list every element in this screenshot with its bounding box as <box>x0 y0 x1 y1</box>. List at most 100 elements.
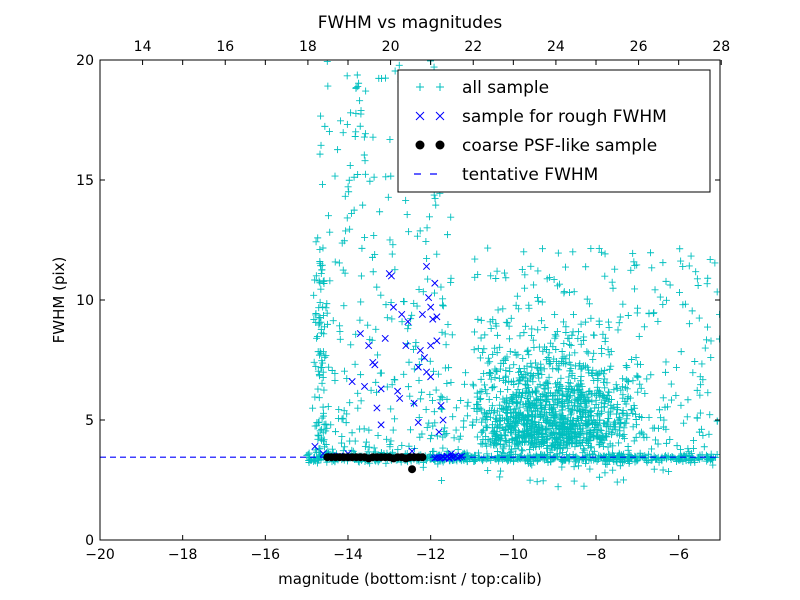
all-sample-point <box>559 418 567 426</box>
all-sample-point <box>587 444 595 452</box>
all-sample-point <box>523 423 531 431</box>
all-sample-point <box>645 450 653 458</box>
all-sample-point <box>325 128 333 136</box>
rough-fwhm-point <box>427 373 435 381</box>
all-sample-point <box>623 363 631 371</box>
all-sample-point <box>478 387 486 395</box>
all-sample-point <box>319 348 327 356</box>
rough-fwhm-point <box>433 313 441 321</box>
all-sample-point <box>479 414 487 422</box>
all-sample-point <box>575 402 583 410</box>
all-sample-point <box>340 367 348 375</box>
all-sample-point <box>376 208 384 216</box>
all-sample-point <box>566 383 574 391</box>
all-sample-point <box>438 328 446 336</box>
all-sample-point <box>373 283 381 291</box>
all-sample-point <box>338 415 346 423</box>
all-sample-point <box>558 391 566 399</box>
all-sample-point <box>343 410 351 418</box>
all-sample-point <box>354 171 362 179</box>
all-sample-point <box>464 398 472 406</box>
all-sample-point <box>683 413 691 421</box>
all-sample-point <box>572 433 580 441</box>
rough-fwhm-point <box>420 354 429 362</box>
all-sample-point <box>636 449 644 457</box>
all-sample-point <box>697 381 705 389</box>
all-sample-point <box>532 397 540 405</box>
all-sample-point <box>694 282 702 290</box>
all-sample-point <box>690 455 698 463</box>
all-sample-point <box>659 394 667 402</box>
all-sample-point <box>543 444 551 452</box>
all-sample-point <box>583 430 591 438</box>
all-sample-point <box>701 344 709 352</box>
all-sample-point <box>463 457 471 465</box>
all-sample-point <box>545 360 553 368</box>
all-sample-point <box>574 335 582 343</box>
all-sample-point <box>629 377 637 385</box>
all-sample-point <box>356 316 364 324</box>
all-sample-point <box>388 315 396 323</box>
all-sample-point <box>507 394 515 402</box>
all-sample-point <box>346 161 354 169</box>
all-sample-point <box>315 394 323 402</box>
all-sample-point <box>447 213 455 221</box>
all-sample-point <box>311 393 319 401</box>
all-sample-point <box>662 425 670 433</box>
x-axis-bottom: −20 −18 −16 −14 −12 −10 −8 −6 <box>85 60 689 563</box>
all-sample-point <box>340 302 348 310</box>
rough-fwhm-point <box>356 330 364 338</box>
all-sample-point <box>613 384 621 392</box>
all-sample-point <box>486 358 494 366</box>
all-sample-point <box>501 269 509 277</box>
all-sample-point <box>590 331 598 339</box>
all-sample-point <box>462 369 470 377</box>
all-sample-point <box>323 60 331 65</box>
all-sample-point <box>412 339 420 347</box>
all-sample-point <box>672 391 680 399</box>
all-sample-point <box>318 436 326 444</box>
all-sample-point <box>600 419 608 427</box>
all-sample-point <box>655 424 663 432</box>
rough-fwhm-point <box>431 279 439 287</box>
all-sample-point <box>564 334 572 342</box>
all-sample-point <box>322 420 330 428</box>
all-sample-point <box>579 449 587 457</box>
all-sample-point <box>533 478 541 486</box>
all-sample-point <box>659 259 667 267</box>
psf-like-point <box>408 465 417 474</box>
all-sample-point <box>560 318 568 326</box>
all-sample-point <box>514 416 522 424</box>
all-sample-point <box>518 446 526 454</box>
all-sample-point <box>662 368 670 376</box>
all-sample-point <box>338 433 346 441</box>
all-sample-point <box>531 387 539 395</box>
all-sample-point <box>502 318 510 326</box>
all-sample-point <box>511 427 519 435</box>
all-sample-point <box>423 224 431 232</box>
all-sample-point <box>579 336 587 344</box>
all-sample-point <box>319 373 327 381</box>
y-axis-left: 0 5 10 15 20 <box>76 53 720 549</box>
all-sample-point <box>519 419 527 427</box>
all-sample-point <box>516 403 524 411</box>
all-sample-point <box>314 456 322 464</box>
all-sample-point <box>516 332 524 340</box>
all-sample-point <box>514 386 522 394</box>
all-sample-point <box>525 301 533 309</box>
all-sample-point <box>635 332 643 340</box>
all-sample-point <box>583 295 591 303</box>
all-sample-point <box>496 343 504 351</box>
all-sample-point <box>336 328 344 336</box>
all-sample-point <box>313 459 321 467</box>
all-sample-point <box>319 244 327 252</box>
all-sample-point <box>620 424 628 432</box>
all-sample-point <box>476 404 484 412</box>
all-sample-point <box>577 373 585 381</box>
all-sample-point <box>666 436 674 444</box>
all-sample-point <box>318 357 326 365</box>
all-sample-point <box>321 353 329 361</box>
all-sample-point <box>585 396 593 404</box>
all-sample-point <box>497 467 505 475</box>
all-sample-point <box>434 370 442 378</box>
